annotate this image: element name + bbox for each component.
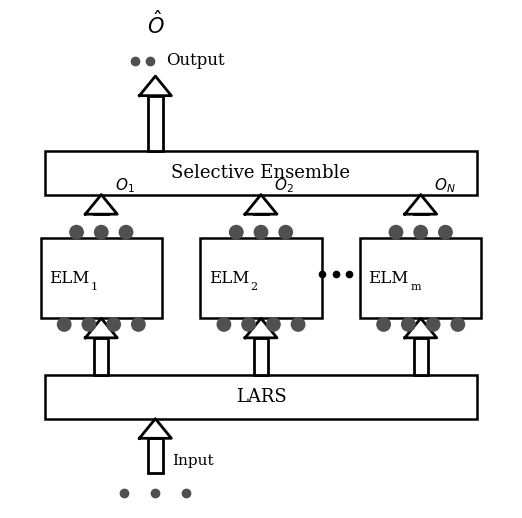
Polygon shape [405, 318, 437, 338]
Bar [148, 96, 162, 151]
Circle shape [389, 225, 402, 239]
Circle shape [267, 318, 280, 331]
Circle shape [401, 318, 415, 331]
Polygon shape [139, 76, 171, 96]
Circle shape [279, 225, 292, 239]
Bar [413, 338, 428, 375]
Polygon shape [405, 195, 437, 214]
Text: ELM: ELM [209, 270, 249, 287]
Polygon shape [245, 195, 277, 214]
Circle shape [439, 225, 452, 239]
Circle shape [57, 318, 71, 331]
Bar [254, 338, 268, 375]
Circle shape [70, 225, 83, 239]
Polygon shape [139, 419, 171, 438]
Text: 2: 2 [251, 282, 257, 293]
Polygon shape [245, 318, 277, 338]
Bar [94, 338, 109, 375]
Text: Output: Output [165, 52, 224, 69]
Circle shape [82, 318, 96, 331]
Circle shape [451, 318, 465, 331]
Polygon shape [85, 195, 117, 214]
Text: LARS: LARS [235, 388, 287, 406]
Text: Selective Ensemble: Selective Ensemble [172, 164, 350, 182]
Bar [94, 207, 109, 214]
Text: $\hat{O}$: $\hat{O}$ [147, 11, 164, 38]
Text: $O_1$: $O_1$ [115, 177, 134, 195]
Bar [200, 238, 322, 318]
Text: $O_2$: $O_2$ [275, 177, 294, 195]
Circle shape [414, 225, 428, 239]
Circle shape [242, 318, 255, 331]
Bar [41, 238, 162, 318]
Bar [254, 207, 268, 214]
Text: ELM: ELM [49, 270, 89, 287]
Circle shape [94, 225, 108, 239]
Circle shape [291, 318, 305, 331]
Text: 1: 1 [91, 282, 98, 293]
Text: ELM: ELM [369, 270, 409, 287]
Text: Input: Input [172, 454, 214, 468]
Circle shape [217, 318, 231, 331]
Circle shape [426, 318, 440, 331]
Polygon shape [85, 318, 117, 338]
Bar [360, 238, 481, 318]
Text: $O_N$: $O_N$ [434, 177, 456, 195]
Bar [44, 151, 478, 195]
Circle shape [377, 318, 390, 331]
Circle shape [120, 225, 133, 239]
Text: m: m [410, 282, 421, 293]
Circle shape [132, 318, 145, 331]
Circle shape [254, 225, 268, 239]
Bar [44, 375, 478, 419]
Bar [148, 438, 162, 473]
Bar [413, 207, 428, 214]
Circle shape [107, 318, 121, 331]
Circle shape [230, 225, 243, 239]
